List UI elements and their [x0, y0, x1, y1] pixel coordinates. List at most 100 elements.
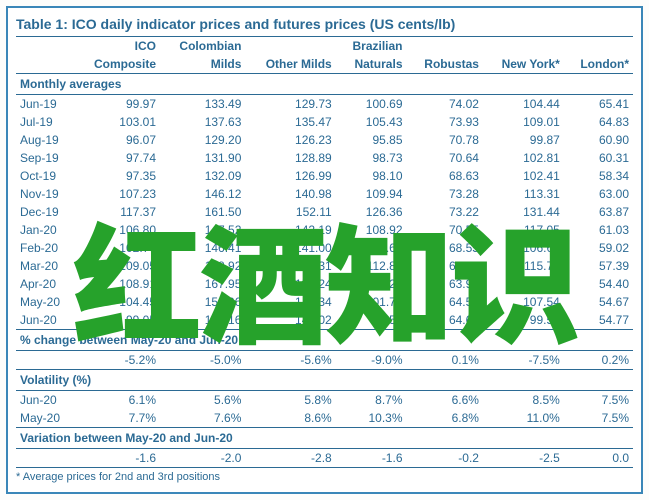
data-cell: 149.34 [245, 293, 335, 311]
data-cell: 95.85 [336, 131, 407, 149]
data-cell: -5.2% [75, 351, 160, 370]
table-row: Mar-20109.05158.92152.31112.8767.46115.7… [16, 257, 633, 275]
table-row: -1.6-2.0-2.8-1.6-0.2-2.50.0 [16, 449, 633, 468]
data-cell: 67.46 [407, 257, 483, 275]
data-cell: 147.52 [160, 221, 245, 239]
table-row: Sep-1997.74131.90128.8998.7370.64102.816… [16, 149, 633, 167]
data-cell: 107.54 [483, 293, 564, 311]
data-cell: 54.40 [564, 275, 633, 293]
row-label: Jun-19 [16, 95, 75, 114]
data-cell: 117.05 [483, 221, 564, 239]
data-cell: 109.05 [75, 257, 160, 275]
data-cell: 107.23 [75, 185, 160, 203]
data-cell: 6.1% [75, 391, 160, 410]
data-cell: -1.6 [75, 449, 160, 468]
data-cell: 60.31 [564, 149, 633, 167]
table-row: Aug-1996.07129.20126.2395.8570.7899.8760… [16, 131, 633, 149]
data-cell: -2.0 [160, 449, 245, 468]
data-cell: 129.73 [245, 95, 335, 114]
data-cell: 126.99 [245, 167, 335, 185]
data-cell: 68.55 [407, 239, 483, 257]
data-cell: 158.92 [160, 257, 245, 275]
data-cell: 115.79 [483, 257, 564, 275]
data-cell: 146.41 [160, 239, 245, 257]
data-cell: 129.20 [160, 131, 245, 149]
data-cell: -9.0% [336, 351, 407, 370]
data-cell: 106.80 [75, 221, 160, 239]
data-cell: 7.5% [564, 391, 633, 410]
column-header: Milds [160, 55, 245, 74]
data-cell: 74.02 [407, 95, 483, 114]
data-cell: 54.67 [564, 293, 633, 311]
column-header [564, 37, 633, 55]
column-header: ICO [75, 37, 160, 55]
data-cell: -5.6% [245, 351, 335, 370]
data-cell: 10.3% [336, 409, 407, 428]
column-header [16, 55, 75, 74]
data-cell: 132.09 [160, 167, 245, 185]
table-footnote: * Average prices for 2nd and 3rd positio… [16, 467, 633, 483]
data-cell: 64.83 [564, 113, 633, 131]
data-cell: 104.44 [483, 95, 564, 114]
data-cell: 154.96 [160, 293, 245, 311]
data-cell: 141.00 [245, 239, 335, 257]
data-cell: 8.6% [245, 409, 335, 428]
data-cell: 0.1% [407, 351, 483, 370]
data-cell: 11.0% [483, 409, 564, 428]
row-label: Dec-19 [16, 203, 75, 221]
data-cell: 109.94 [336, 185, 407, 203]
data-cell: 64.62 [407, 311, 483, 330]
data-cell: 99.87 [483, 131, 564, 149]
section-label: Variation between May-20 and Jun-20 [16, 428, 633, 449]
data-cell: 106.69 [483, 239, 564, 257]
data-cell: 98.10 [336, 167, 407, 185]
table-title: Table 1: ICO daily indicator prices and … [16, 14, 633, 37]
data-cell: 73.22 [407, 203, 483, 221]
column-header [407, 37, 483, 55]
data-cell: -2.5 [483, 449, 564, 468]
data-cell: 137.63 [160, 113, 245, 131]
data-cell: 70.64 [407, 149, 483, 167]
data-cell: 126.36 [336, 203, 407, 221]
row-label: Jul-19 [16, 113, 75, 131]
data-cell: 100.69 [336, 95, 407, 114]
data-cell: 135.47 [245, 113, 335, 131]
data-cell: -5.0% [160, 351, 245, 370]
price-table: ICOColombianBrazilianCompositeMildsOther… [16, 37, 633, 467]
section-label: % change between May-20 and Jun-20 [16, 330, 633, 351]
data-cell: -1.6 [336, 449, 407, 468]
data-cell: 7.5% [564, 409, 633, 428]
table-header: ICOColombianBrazilianCompositeMildsOther… [16, 37, 633, 74]
section-label: Monthly averages [16, 74, 633, 95]
column-header [245, 37, 335, 55]
table-row: May-20104.45154.96149.34101.7364.57107.5… [16, 293, 633, 311]
data-cell: 63.97 [407, 275, 483, 293]
section-label: Volatility (%) [16, 370, 633, 391]
data-cell: 146.12 [160, 185, 245, 203]
data-cell: 167.95 [160, 275, 245, 293]
data-cell: 98.73 [336, 149, 407, 167]
data-cell: 58.34 [564, 167, 633, 185]
data-cell: 92.56 [336, 311, 407, 330]
data-cell: 54.77 [564, 311, 633, 330]
table-row: Jun-2099.05147.16141.0292.5664.6299.5054… [16, 311, 633, 330]
data-cell: 147.16 [160, 311, 245, 330]
row-label: Aug-19 [16, 131, 75, 149]
column-header: London* [564, 55, 633, 74]
column-header: Colombian [160, 37, 245, 55]
column-header [483, 37, 564, 55]
data-cell: 65.41 [564, 95, 633, 114]
data-cell: 73.93 [407, 113, 483, 131]
row-label: May-20 [16, 409, 75, 428]
column-header: Other Milds [245, 55, 335, 74]
table-row: Oct-1997.35132.09126.9998.1068.63102.415… [16, 167, 633, 185]
table-row: Feb-20102.70146.41141.00102.6768.55106.6… [16, 239, 633, 257]
data-cell: 102.67 [336, 239, 407, 257]
data-cell: 128.89 [245, 149, 335, 167]
data-cell: 63.87 [564, 203, 633, 221]
data-cell: 112.87 [336, 257, 407, 275]
data-cell: 99.05 [75, 311, 160, 330]
data-cell: 97.74 [75, 149, 160, 167]
row-label: Jun-20 [16, 311, 75, 330]
data-cell: 108.92 [336, 221, 407, 239]
